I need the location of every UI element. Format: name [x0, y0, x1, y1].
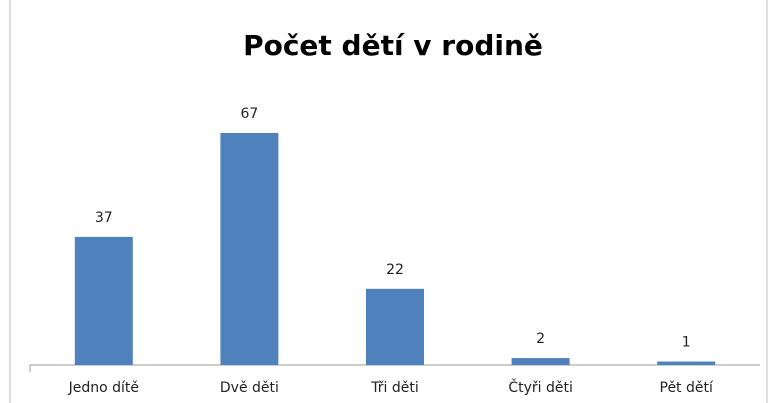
chart-title: Počet dětí v rodině	[243, 29, 543, 62]
bar	[74, 236, 133, 365]
data-label: 67	[240, 106, 258, 122]
x-tick-label: Dvě děti	[220, 380, 279, 396]
x-tick-label: Pět dětí	[660, 380, 714, 396]
x-tick-label: Čtyři děti	[508, 378, 573, 396]
data-label: 2	[536, 331, 545, 347]
x-tick-label: Jedno dítě	[68, 380, 139, 396]
bar	[366, 288, 424, 365]
data-label: 1	[682, 335, 691, 351]
x-tick-label: Tři děti	[370, 380, 418, 396]
data-label: 22	[386, 262, 404, 278]
bar	[220, 133, 279, 365]
data-label: 37	[95, 210, 113, 226]
chart-frame	[9, 0, 768, 403]
bar	[657, 361, 716, 365]
bar	[511, 358, 570, 365]
